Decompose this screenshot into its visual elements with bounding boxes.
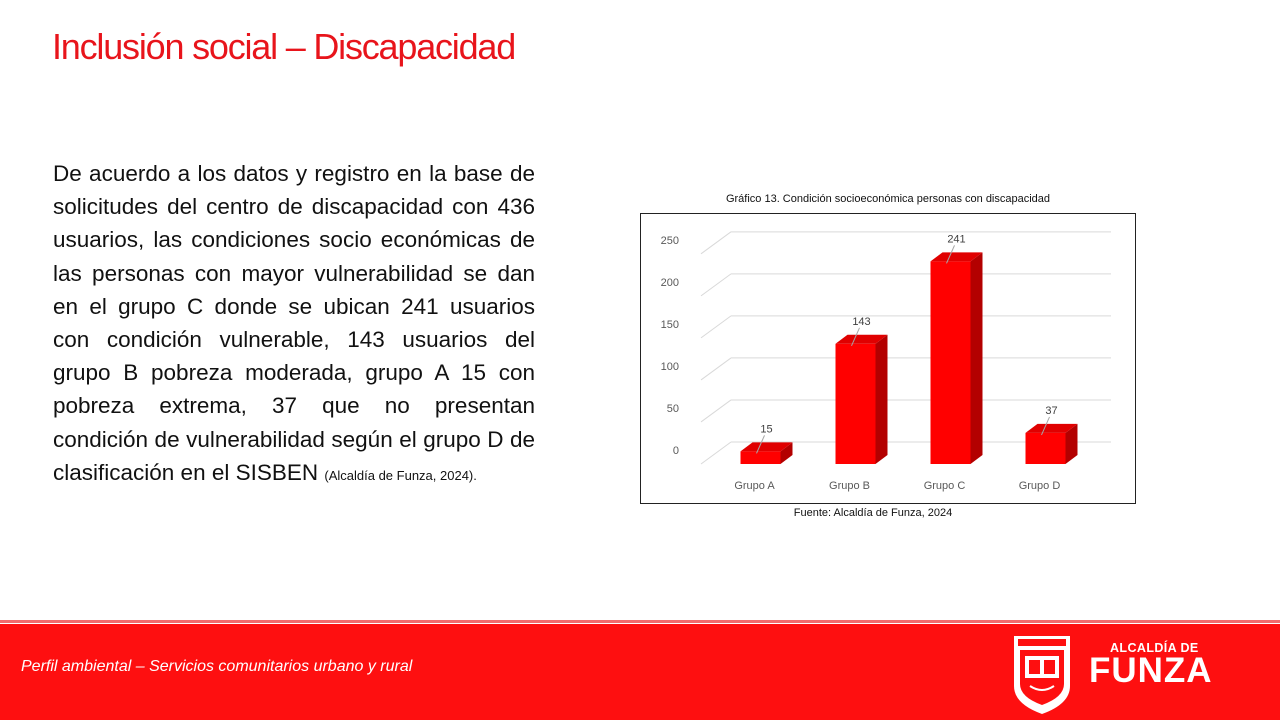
bar-front (740, 451, 781, 464)
bar-front (835, 343, 876, 464)
footer-text: Perfil ambiental – Servicios comunitario… (21, 658, 413, 675)
data-label: 143 (852, 316, 870, 328)
grid-depth-line (700, 315, 732, 339)
grid-depth-line (700, 273, 732, 297)
body-paragraph: De acuerdo a los datos y registro en la … (53, 157, 535, 492)
y-tick-label: 0 (673, 445, 679, 457)
chart-frame: 0 50 100 150 200 250 15 Grupo A 143 Grupo B 241 Gru… (640, 213, 1136, 504)
bar-top (835, 334, 888, 344)
bar-side (970, 252, 983, 464)
bar-front (930, 261, 971, 464)
bar-top (1025, 423, 1078, 433)
data-label: 37 (1045, 405, 1057, 417)
data-label-leader (851, 327, 860, 346)
brand-small-text: ALCALDÍA DE (1110, 641, 1199, 655)
footer-divider (0, 620, 1280, 623)
footer-bar: Perfil ambiental – Servicios comunitario… (0, 624, 1280, 720)
bar-side (780, 442, 793, 464)
category-label: Grupo B (829, 480, 870, 492)
bar-top (930, 252, 983, 262)
bar-front (1025, 432, 1066, 464)
category-label: Grupo D (1019, 480, 1061, 492)
data-label-leader (756, 435, 765, 454)
grid-depth-line (700, 357, 732, 381)
brand-logo-text: FUNZA (1089, 651, 1213, 690)
bar-top (740, 442, 793, 452)
category-label: Grupo A (734, 480, 775, 492)
category-label: Grupo C (924, 480, 966, 492)
citation: (Alcaldía de Funza, 2024). (324, 467, 477, 483)
chart-source: Fuente: Alcaldía de Funza, 2024 (793, 507, 953, 519)
grid-depth-line (700, 231, 732, 255)
data-label: 15 (760, 423, 772, 435)
bar-chart: 0 50 100 150 200 250 15 Grupo A 143 Grupo B 241 Gru… (661, 231, 1111, 492)
bar-side (875, 334, 888, 464)
y-tick-label: 150 (661, 319, 679, 331)
grid-depth-line (700, 399, 732, 423)
y-tick-label: 250 (661, 235, 679, 247)
data-label-leader (1041, 416, 1050, 436)
data-label-leader (946, 245, 955, 264)
body-text: De acuerdo a los datos y registro en la … (53, 161, 535, 485)
grid-depth-line (700, 441, 732, 465)
bar-side (1065, 423, 1078, 464)
y-tick-label: 100 (661, 361, 679, 373)
y-tick-label: 200 (661, 277, 679, 289)
chart-title: Gráfico 13. Condición socioeconómica per… (725, 193, 1051, 205)
funza-coat-of-arms-icon (1014, 636, 1070, 714)
data-label: 241 (947, 233, 965, 245)
slide-title: Inclusión social – Discapacidad (52, 26, 516, 67)
y-tick-label: 50 (667, 403, 679, 415)
